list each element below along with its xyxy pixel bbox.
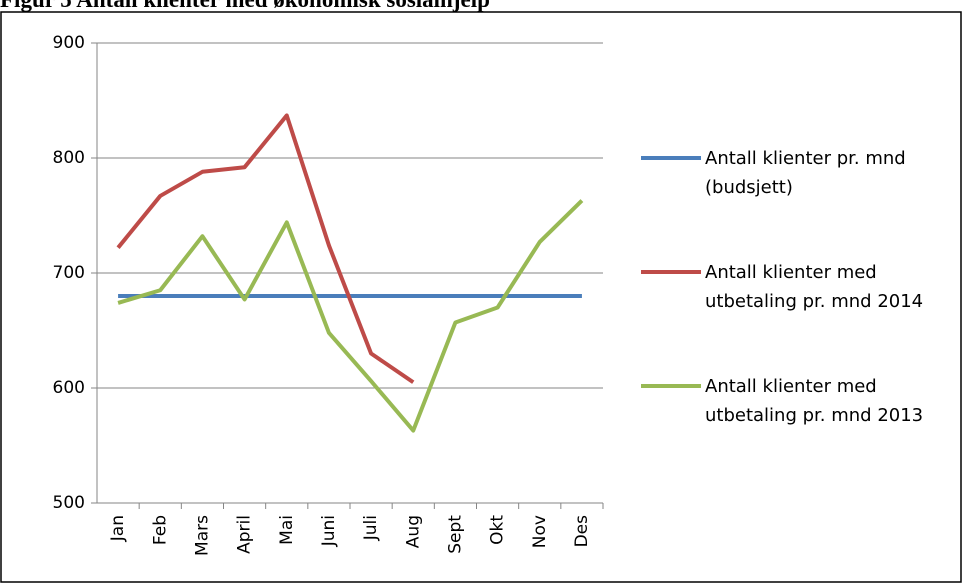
y-tick-label: 900 [53, 33, 85, 53]
y-tick-label: 800 [53, 148, 85, 168]
x-tick-label: Des [572, 515, 592, 548]
x-tick-label: Juli [361, 515, 381, 541]
legend-label: Antall klienter med utbetaling pr. mnd 2… [705, 376, 924, 426]
legend-label: Antall klienter med utbetaling pr. mnd 2… [705, 262, 924, 312]
x-tick-label: Nov [530, 515, 550, 548]
legend-item: Antall klienter pr. mnd (budsjett) [641, 144, 935, 202]
x-tick-label: Feb [150, 515, 170, 545]
series-line [117, 199, 584, 433]
chart-title: Figur 5 Antall klienter med økonomisk so… [0, 0, 490, 13]
x-tick-label: Juni [319, 515, 339, 547]
series-line [116, 113, 415, 384]
legend-swatch [641, 270, 701, 274]
legend-label: Antall klienter pr. mnd (budsjett) [705, 148, 906, 198]
legend-swatch [641, 156, 701, 160]
x-tick-label: April [235, 515, 255, 554]
x-tick-label: Jan [108, 515, 128, 542]
x-tick-label: Okt [488, 515, 508, 545]
legend-item: Antall klienter med utbetaling pr. mnd 2… [641, 258, 935, 316]
x-tick-label: Mai [277, 515, 297, 545]
legend-item: Antall klienter med utbetaling pr. mnd 2… [641, 372, 935, 430]
y-tick-label: 600 [53, 378, 85, 398]
chart-frame [0, 11, 962, 583]
y-tick-label: 700 [53, 263, 85, 283]
y-tick-label: 500 [53, 493, 85, 513]
x-tick-label: Aug [403, 515, 423, 548]
x-tick-label: Mars [192, 515, 212, 556]
x-tick-label: Sept [445, 515, 465, 554]
legend-swatch [641, 384, 701, 388]
